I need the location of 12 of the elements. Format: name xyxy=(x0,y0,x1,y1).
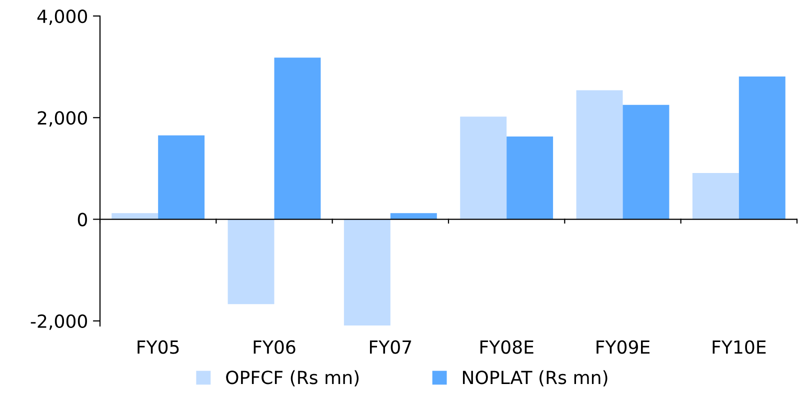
x-tick-label: FY09E xyxy=(596,340,650,354)
y-tick-label: 0 xyxy=(78,212,87,226)
legend-label: OPFCF (Rs mn) xyxy=(226,370,359,386)
x-tick-label: FY07 xyxy=(370,340,412,354)
y-tick-label: 4,000 xyxy=(37,9,87,25)
x-tick-label: FY06 xyxy=(254,340,296,354)
x-tick-label: FY08E xyxy=(480,340,534,354)
y-tick-label: 2,000 xyxy=(38,111,87,127)
x-tick-label: FY05 xyxy=(138,340,179,354)
y-tick-label: -2,000 xyxy=(30,314,87,330)
x-tick-label: FY10E xyxy=(712,340,766,354)
legend-label: NOPLAT (Rs mn) xyxy=(462,370,608,386)
